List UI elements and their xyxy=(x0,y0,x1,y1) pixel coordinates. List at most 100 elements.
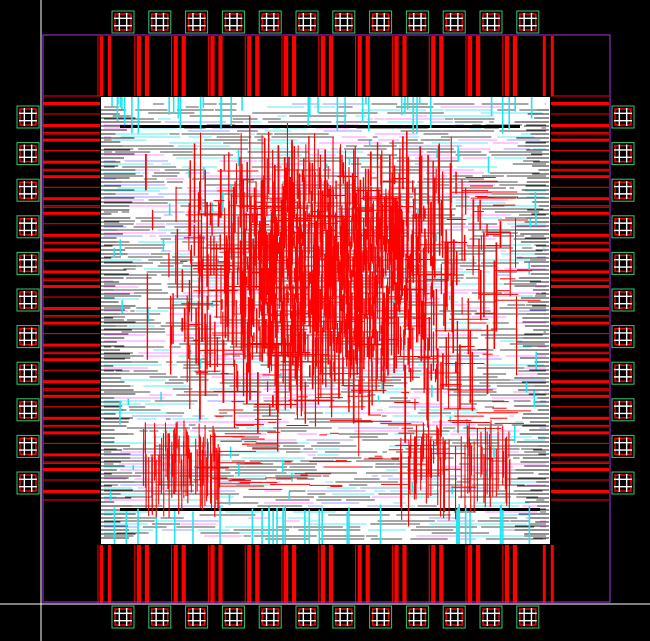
pad-frame xyxy=(611,288,635,312)
pad-metal xyxy=(614,327,632,346)
strap-left xyxy=(43,160,100,164)
strap-left xyxy=(43,431,100,435)
pad-frame xyxy=(111,605,135,629)
pad-frame xyxy=(16,288,40,312)
strap-right xyxy=(551,124,609,127)
pad-frame xyxy=(611,325,635,349)
pad-metal xyxy=(482,608,500,626)
strap-top xyxy=(504,36,508,96)
pad-frame xyxy=(611,398,635,422)
pad-metal xyxy=(224,13,243,31)
io-pad-left-5 xyxy=(16,288,40,312)
strap-top xyxy=(328,36,332,96)
strap-bottom xyxy=(218,545,222,603)
strap-top xyxy=(218,36,222,96)
top-rail xyxy=(120,125,520,128)
pad-frame xyxy=(111,10,135,34)
io-pad-bottom-4 xyxy=(258,605,282,629)
strap-bottom xyxy=(365,545,369,603)
pad-metal xyxy=(224,608,243,626)
strap-bottom xyxy=(292,545,295,603)
strap-top xyxy=(542,36,546,96)
io-pad-left-9 xyxy=(16,434,40,458)
pad-metal xyxy=(19,474,37,492)
io-pad-top-1 xyxy=(148,10,172,34)
pad-frame xyxy=(16,251,40,275)
strap-bottom xyxy=(100,545,103,603)
pad-frame xyxy=(332,605,356,629)
strap-top xyxy=(108,36,111,96)
pad-frame xyxy=(516,10,540,34)
pad-frame xyxy=(479,605,503,629)
pad-frame xyxy=(369,605,393,629)
pad-frame xyxy=(611,178,635,202)
pad-metal xyxy=(19,291,37,309)
pad-frame xyxy=(442,10,466,34)
pad-metal xyxy=(151,608,169,626)
pad-metal xyxy=(371,13,390,31)
io-pad-ring xyxy=(16,10,635,629)
strap-top xyxy=(468,36,471,96)
io-pad-right-0 xyxy=(611,105,635,129)
pad-metal xyxy=(187,13,206,31)
pad-metal xyxy=(114,608,132,626)
pad-metal xyxy=(614,218,632,236)
strap-bottom xyxy=(357,545,361,603)
strap-bottom xyxy=(512,545,516,603)
strap-left xyxy=(43,358,100,362)
io-pad-top-8 xyxy=(405,10,429,34)
strap-top xyxy=(320,36,324,96)
pad-frame xyxy=(611,361,635,385)
strap-bottom xyxy=(181,545,185,603)
pad-metal xyxy=(19,144,37,163)
pad-frame xyxy=(442,605,466,629)
die-boundary xyxy=(42,34,611,603)
strap-top xyxy=(144,36,148,96)
pad-metal xyxy=(151,13,169,31)
pad-metal xyxy=(519,13,537,31)
pad-metal xyxy=(614,401,632,419)
io-pad-bottom-1 xyxy=(148,605,172,629)
io-pad-right-5 xyxy=(611,288,635,312)
strap-right xyxy=(551,270,609,274)
pad-frame xyxy=(16,215,40,239)
strap-left xyxy=(43,124,100,127)
strap-left xyxy=(43,248,100,252)
pad-metal xyxy=(614,474,632,492)
strap-left xyxy=(43,233,100,237)
pad-frame xyxy=(16,398,40,422)
strap-right xyxy=(551,307,609,310)
io-pad-top-7 xyxy=(369,10,393,34)
strap-right xyxy=(551,380,609,384)
io-pad-top-10 xyxy=(479,10,503,34)
io-pad-bottom-9 xyxy=(442,605,466,629)
strap-right xyxy=(551,321,609,325)
strap-right xyxy=(551,285,609,288)
strap-top xyxy=(439,36,443,96)
pad-metal xyxy=(519,608,537,626)
io-pad-right-4 xyxy=(611,251,635,275)
strap-top xyxy=(247,36,251,96)
pad-frame xyxy=(611,471,635,495)
io-pad-bottom-0 xyxy=(111,605,135,629)
strap-left xyxy=(43,453,100,457)
pad-frame xyxy=(221,10,245,34)
strap-left xyxy=(43,270,100,274)
strap-top xyxy=(181,36,185,96)
pad-metal xyxy=(19,401,37,419)
strap-bottom xyxy=(255,545,259,603)
strap-bottom xyxy=(320,545,324,603)
pad-metal xyxy=(614,437,632,456)
io-pad-left-3 xyxy=(16,215,40,239)
io-pad-left-0 xyxy=(16,105,40,129)
strap-left xyxy=(43,197,100,201)
pad-frame xyxy=(369,10,393,34)
strap-bottom xyxy=(476,545,479,603)
strap-bottom xyxy=(173,545,177,603)
strap-top xyxy=(357,36,361,96)
io-pad-right-2 xyxy=(611,178,635,202)
strap-bottom xyxy=(542,545,546,603)
io-pad-bottom-6 xyxy=(332,605,356,629)
strap-right xyxy=(551,468,609,471)
